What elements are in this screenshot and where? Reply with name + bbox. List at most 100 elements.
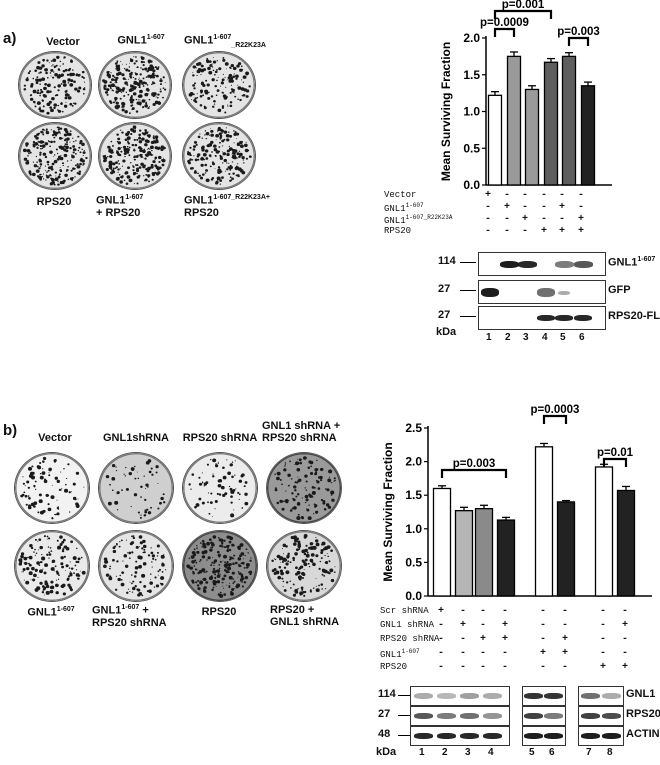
y-tick-label-a: 0.5	[463, 141, 480, 155]
significance-bracket-b	[542, 414, 568, 424]
y-axis-label-b: Mean Surviving Fraction	[381, 442, 395, 581]
condition-sign: -	[522, 202, 529, 213]
panel-b-label: b)	[3, 422, 18, 439]
colony-dish	[18, 51, 92, 119]
molecular-weight-marker: 48	[378, 728, 391, 740]
western-blot-a: 114 27 27 kDa GNL11-607 GFP RPS20-FLAG 1 2 3 4 5 6	[436, 250, 660, 344]
lane-number: 2	[442, 747, 448, 758]
colony-dish	[14, 530, 90, 602]
condition-sign: +	[502, 620, 509, 631]
lane-number: 5	[560, 332, 566, 343]
condition-sign: -	[438, 648, 445, 659]
condition-sign: +	[504, 202, 511, 213]
condition-sign: -	[622, 648, 629, 659]
blot-band	[414, 713, 433, 719]
p-value-b: p=0.0003	[531, 404, 580, 416]
condition-sign: -	[480, 662, 487, 673]
y-tick-label-b: 2.5	[405, 421, 422, 435]
bar-b	[534, 446, 554, 597]
blot-strip	[478, 280, 606, 304]
blot-row-label: RPS20	[626, 708, 660, 720]
condition-sign: -	[562, 606, 569, 617]
molecular-weight-marker: 27	[438, 309, 451, 321]
blot-band	[437, 713, 456, 719]
marker-tick	[460, 290, 476, 291]
condition-sign: -	[460, 634, 467, 645]
colony-dish	[182, 530, 258, 602]
significance-bracket-b	[440, 468, 508, 478]
lane-number: 5	[529, 747, 535, 758]
colony-dish	[266, 530, 342, 602]
condition-sign: -	[480, 648, 487, 659]
marker-tick	[460, 316, 476, 317]
panel-a-label: a)	[3, 30, 17, 47]
condition-sign: -	[600, 634, 607, 645]
blot-band	[414, 693, 433, 699]
condition-sign: +	[480, 634, 487, 645]
condition-sign: -	[562, 662, 569, 673]
dish-label-rps20shrna: RPS20 shRNA	[182, 432, 258, 444]
blot-row-label: GNL11-607	[608, 256, 656, 269]
condition-label: GNL11-607_R22K23A	[384, 214, 453, 226]
condition-sign: -	[438, 662, 445, 673]
kda-label: kDa	[376, 746, 397, 758]
western-blot-b: 114 27 48 kDa GNL1 RPS20 ACTIN 1 2 3 4 5 6 7 8	[376, 684, 660, 764]
colony-spots	[183, 531, 257, 601]
y-tick-label-b: 1.0	[405, 522, 422, 536]
bar-a	[543, 61, 559, 186]
blot-band	[558, 291, 570, 295]
condition-sign: -	[480, 620, 487, 631]
blot-band	[555, 315, 573, 321]
condition-sign: -	[460, 662, 467, 673]
bar-chart-b: Mean Surviving Fraction 0.0 0.5 1.0 1.5 2.0 2.…	[381, 404, 652, 603]
blot-band	[481, 288, 499, 297]
molecular-weight-marker: 114	[378, 688, 396, 700]
dish-label-gnl1-b: GNL11-607	[27, 606, 75, 619]
blot-band	[414, 733, 433, 739]
p-value-b: p=0.01	[597, 447, 634, 459]
bar-b	[474, 507, 494, 597]
blot-band	[544, 733, 563, 739]
condition-sign: -	[438, 634, 445, 645]
y-axis-label-a: Mean Surviving Fraction	[439, 42, 453, 181]
condition-sign: -	[460, 606, 467, 617]
dish-label-gnl1-mutant-rps20: GNL11-607_R22K23A+ RPS20	[184, 194, 270, 219]
dish-label-gnl1-rps20: GNL11-607 + RPS20	[96, 194, 144, 219]
condition-sign: +	[578, 214, 585, 225]
blot-row-label: ACTIN	[626, 728, 660, 740]
condition-sign: +	[562, 634, 569, 645]
condition-sign: +	[562, 648, 569, 659]
bar-b	[594, 466, 614, 597]
blot-band	[437, 693, 456, 699]
condition-sign: -	[502, 648, 509, 659]
marker-tick	[460, 262, 476, 263]
blot-row-label: GFP	[608, 284, 631, 296]
condition-sign: +	[559, 226, 566, 237]
marker-tick	[398, 695, 410, 696]
blot-strip	[410, 686, 510, 706]
bar-a	[487, 94, 503, 186]
lane-number: 3	[465, 747, 471, 758]
colony-spots	[19, 52, 91, 118]
condition-sign: -	[504, 214, 511, 225]
y-tick-label-b: 0.0	[405, 589, 422, 603]
blot-strip	[478, 252, 606, 276]
dish-label-rps20-b: RPS20	[201, 606, 237, 618]
blot-band	[581, 713, 600, 719]
y-tick-label-b: 0.5	[405, 555, 422, 569]
y-tick-label-a: 1.0	[463, 105, 480, 119]
dish-label-double-shrna: GNL1 shRNA + RPS20 shRNA	[262, 420, 341, 444]
blot-strip	[522, 686, 566, 706]
colony-spots	[99, 52, 171, 118]
colony-dish	[98, 51, 172, 119]
condition-sign: +	[541, 226, 548, 237]
lane-number: 4	[488, 747, 494, 758]
p-value-b: p=0.003	[453, 458, 496, 470]
condition-sign: +	[622, 662, 629, 673]
blot-band	[537, 315, 555, 321]
condition-sign: -	[562, 620, 569, 631]
p-value-a: p=0.0009	[480, 17, 529, 29]
colony-dish	[98, 452, 174, 524]
condition-sign: -	[540, 634, 547, 645]
blot-band	[574, 261, 593, 268]
